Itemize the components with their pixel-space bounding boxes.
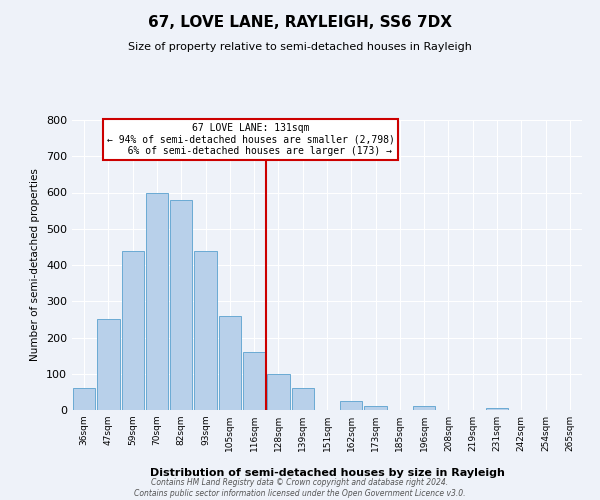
Bar [73, 388, 95, 410]
Text: 67 LOVE LANE: 131sqm
← 94% of semi-detached houses are smaller (2,798)
   6% of : 67 LOVE LANE: 131sqm ← 94% of semi-detac… [107, 123, 394, 156]
Bar [292, 388, 314, 410]
Bar [340, 401, 362, 410]
Bar [243, 352, 265, 410]
Text: Size of property relative to semi-detached houses in Rayleigh: Size of property relative to semi-detach… [128, 42, 472, 52]
Bar [97, 320, 119, 410]
Text: Distribution of semi-detached houses by size in Rayleigh: Distribution of semi-detached houses by … [149, 468, 505, 477]
Bar [218, 316, 241, 410]
Text: Contains HM Land Registry data © Crown copyright and database right 2024.
Contai: Contains HM Land Registry data © Crown c… [134, 478, 466, 498]
Bar [194, 250, 217, 410]
Text: 67, LOVE LANE, RAYLEIGH, SS6 7DX: 67, LOVE LANE, RAYLEIGH, SS6 7DX [148, 15, 452, 30]
Bar [364, 406, 387, 410]
Bar [413, 406, 436, 410]
Bar [146, 192, 168, 410]
Bar [486, 408, 508, 410]
Bar [170, 200, 193, 410]
Bar [267, 374, 290, 410]
Bar [122, 250, 144, 410]
Y-axis label: Number of semi-detached properties: Number of semi-detached properties [31, 168, 40, 362]
